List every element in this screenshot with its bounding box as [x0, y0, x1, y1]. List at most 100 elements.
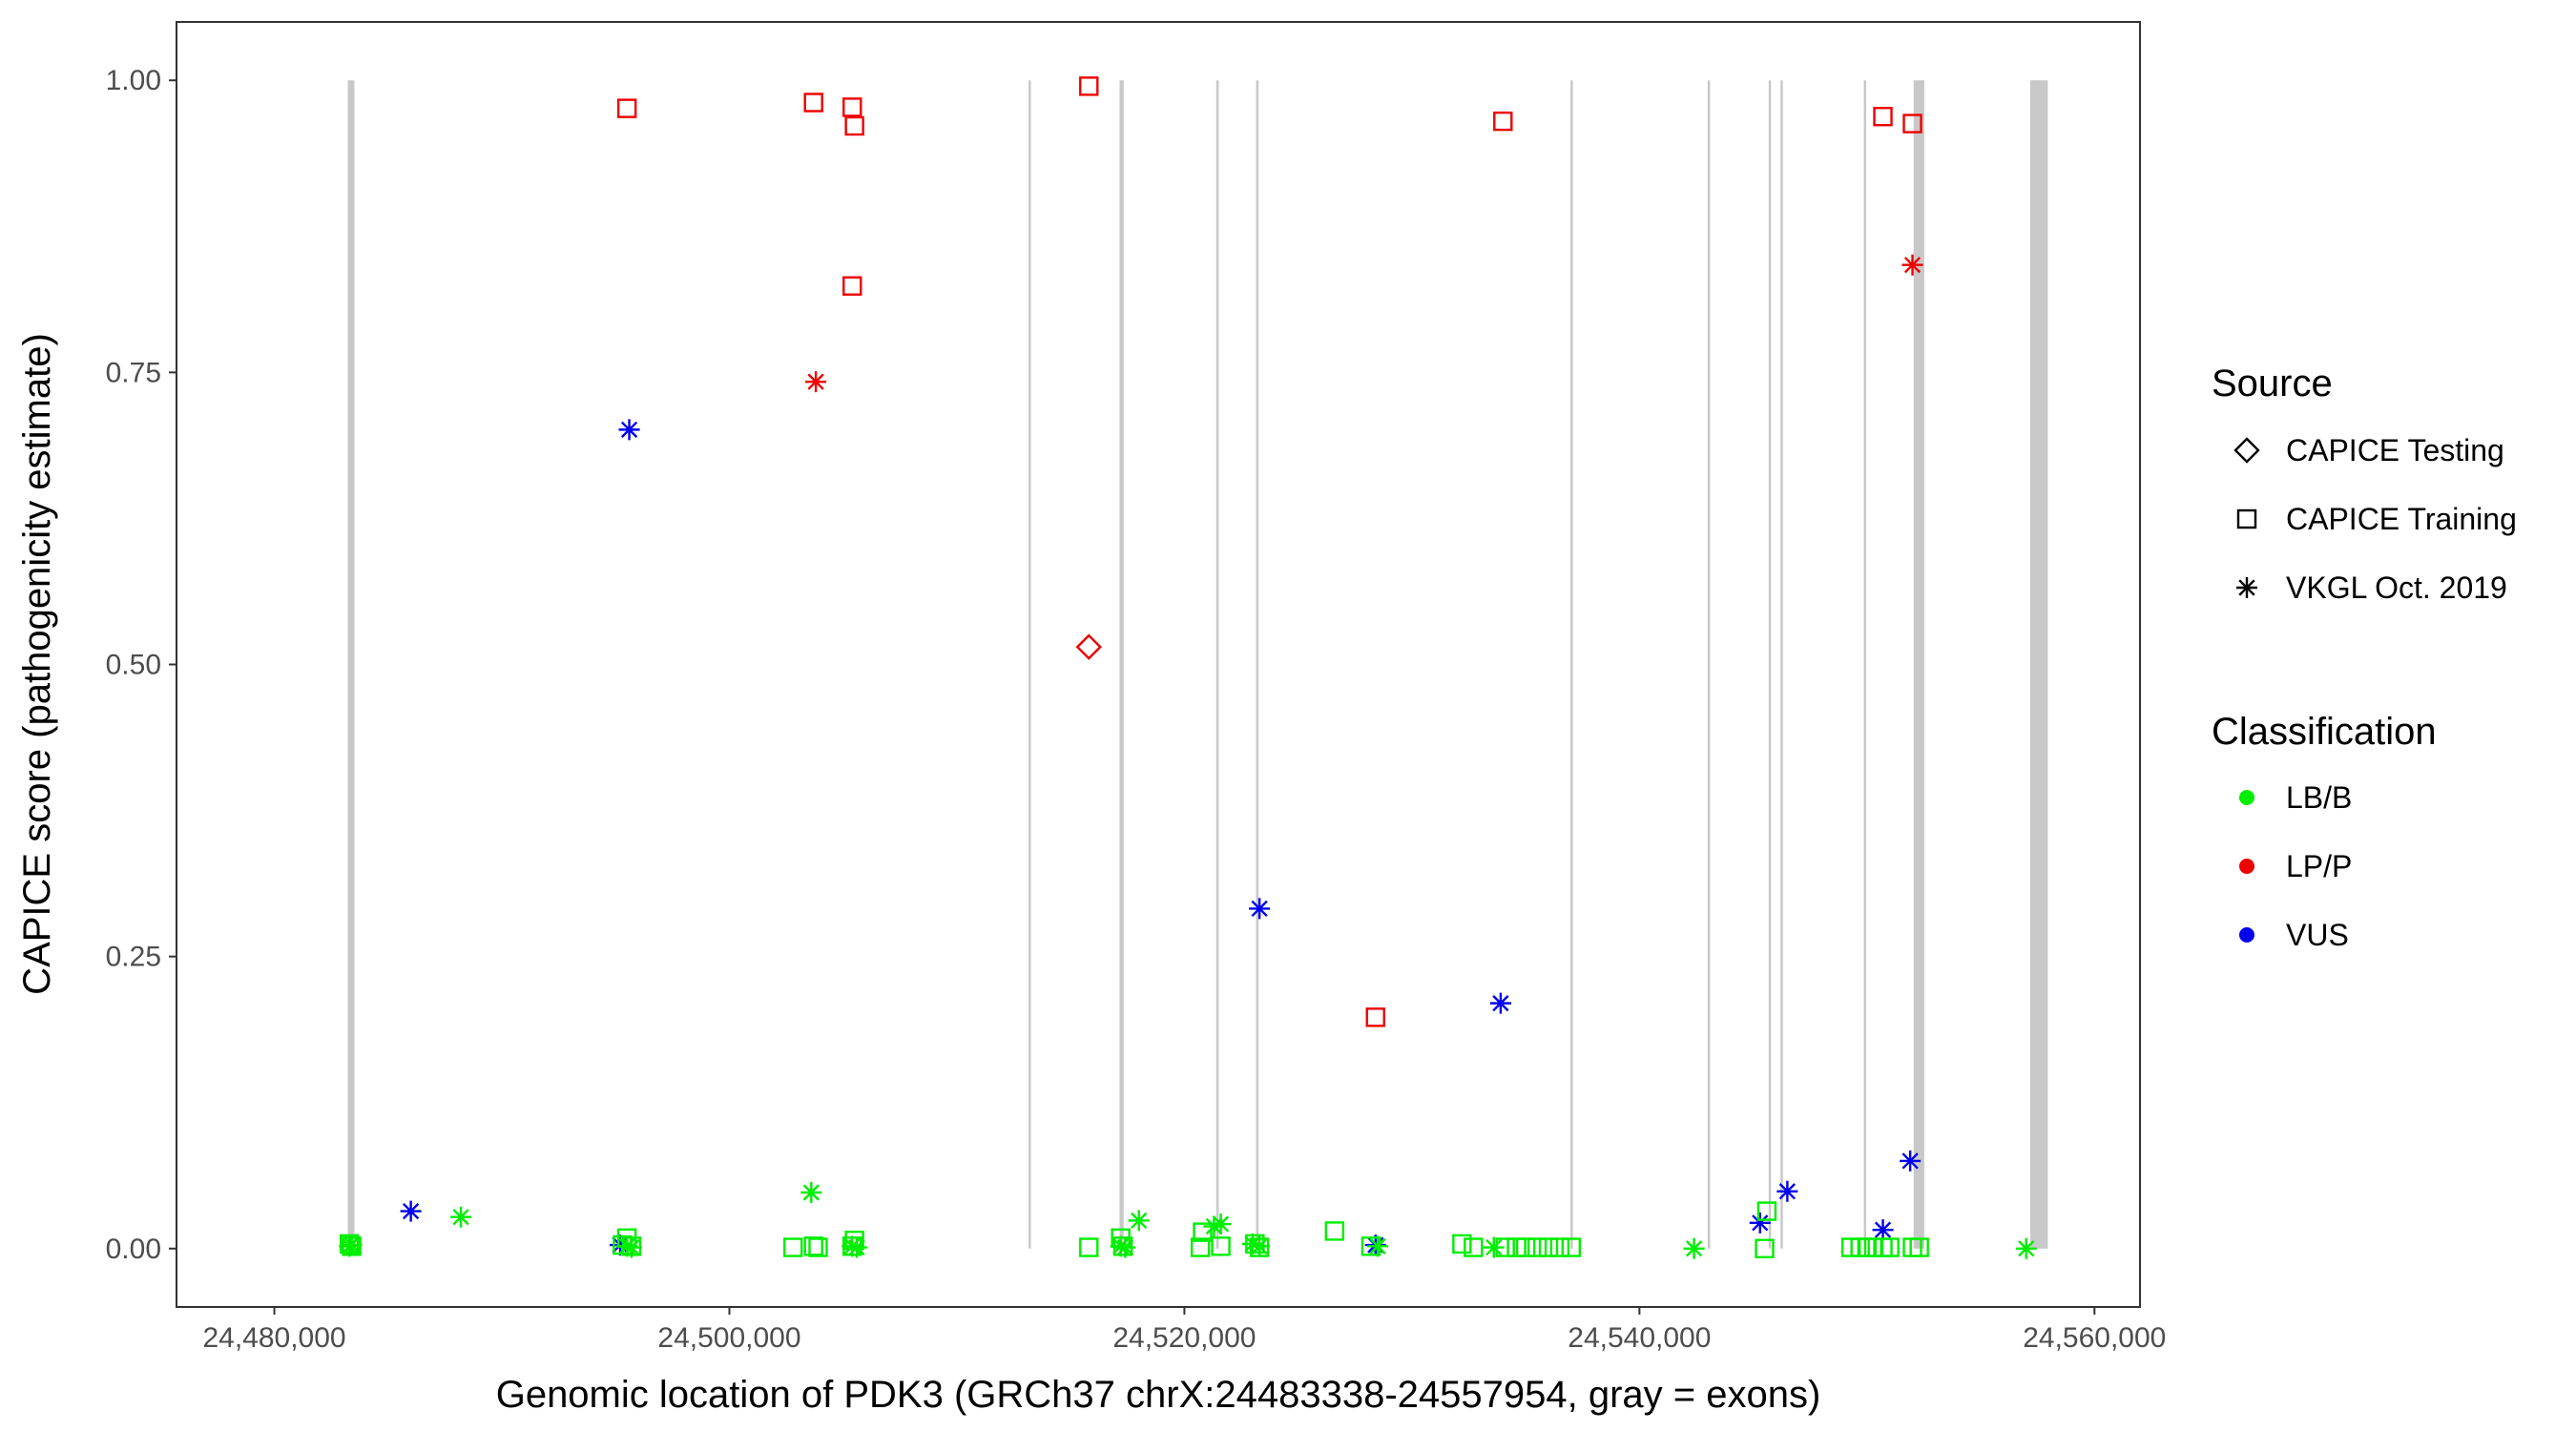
legend-source-items: CAPICE Testing CAPICE Training VKGL Oct. 2… [2233, 433, 2517, 605]
exon-band [1215, 80, 1219, 1249]
training-lpp-point [1493, 111, 1513, 132]
training-lbb-point [1561, 1237, 1582, 1257]
y-tick-label: 0.50 [106, 650, 161, 681]
legend-diamond-key [2233, 437, 2260, 464]
x-tick-label: 24,540,000 [1568, 1322, 1711, 1354]
legend-color-key [2239, 790, 2254, 805]
vkgl-vus-point [1872, 1219, 1894, 1241]
legend-source-label: CAPICE Training [2286, 502, 2517, 536]
data-points [339, 76, 2037, 1259]
y-tick-label: 0.00 [106, 1234, 161, 1265]
legend-color-key [2239, 927, 2254, 943]
training-lbb-point [1361, 1236, 1381, 1256]
vkgl-lbb-point [1683, 1237, 1705, 1259]
training-lbb-point [1464, 1237, 1484, 1257]
exon-band [1707, 80, 1711, 1249]
legend-square-key [2236, 508, 2257, 529]
vkgl-lbb-point [450, 1206, 472, 1228]
legend: Source CAPICE Testing CAPICE Training VKGL… [2212, 363, 2517, 952]
training-lbb-point [803, 1236, 823, 1256]
training-lbb-point [783, 1237, 803, 1257]
vkgl-vus-point [1900, 1150, 1922, 1172]
legend-color-key [2239, 859, 2254, 874]
training-lbb-point [1527, 1237, 1548, 1257]
x-axis: 24,480,000 24,500,000 24,520,000 24,540,000… [202, 1307, 2166, 1354]
training-lbb-point [1756, 1201, 1777, 1221]
training-lbb-point [1755, 1238, 1775, 1258]
training-lbb-point [1193, 1222, 1213, 1242]
x-tick-label: 24,500,000 [657, 1322, 800, 1354]
exon-band [347, 80, 355, 1249]
training-lbb-point [1538, 1237, 1559, 1257]
vkgl-lbb-point [341, 1234, 363, 1256]
training-lbb-point [1880, 1237, 1900, 1257]
vkgl-lpp-point [1901, 254, 1923, 276]
vkgl-lbb-point [1249, 1235, 1271, 1257]
training-lpp-point [1902, 114, 1922, 134]
exon-band [2030, 80, 2048, 1249]
exon-band [1768, 80, 1772, 1249]
testing-lpp-point [1075, 633, 1102, 660]
training-lbb-point [1495, 1237, 1515, 1257]
legend-asterisk-key [2236, 577, 2257, 598]
training-lbb-point [342, 1236, 362, 1256]
training-lbb-point [1452, 1234, 1472, 1255]
vkgl-vus-point [610, 1234, 632, 1256]
vkgl-vus-point [618, 419, 640, 441]
legend-classification-label: LB/B [2286, 780, 2352, 815]
x-tick-label: 24,480,000 [202, 1322, 345, 1354]
legend-classification-label: LP/P [2286, 849, 2352, 883]
vkgl-lbb-point [1128, 1210, 1150, 1232]
training-lbb-point [1112, 1236, 1133, 1256]
exon-band [1570, 80, 1573, 1249]
vkgl-lbb-point [1210, 1213, 1232, 1235]
vkgl-lbb-point [846, 1236, 868, 1258]
training-lbb-point [844, 1231, 864, 1251]
training-lbb-point [621, 1236, 642, 1256]
training-lbb-point [1190, 1237, 1211, 1257]
training-lbb-point [1211, 1236, 1231, 1256]
vkgl-vus-point [1249, 898, 1271, 920]
training-lpp-point [842, 97, 862, 117]
training-lbb-point [1245, 1234, 1265, 1255]
y-tick-label: 1.00 [106, 65, 161, 96]
training-lbb-point [1079, 1237, 1099, 1257]
legend-classification-title: Classification [2212, 711, 2437, 753]
vkgl-lbb-point [841, 1235, 863, 1257]
training-lbb-point [1909, 1237, 1929, 1257]
vkgl-lpp-point [805, 371, 827, 393]
legend-source-title: Source [2212, 363, 2333, 404]
training-lbb-point [842, 1236, 862, 1256]
vkgl-lbb-point [800, 1181, 822, 1203]
legend-classification-label: VUS [2286, 918, 2349, 952]
vkgl-lbb-point [1203, 1215, 1225, 1237]
vkgl-vus-point [400, 1200, 422, 1222]
exon-bands [347, 80, 2048, 1249]
vkgl-vus-point [1776, 1180, 1798, 1202]
legend-source-label: CAPICE Testing [2286, 433, 2504, 467]
y-tick-label: 0.25 [106, 942, 161, 973]
training-lpp-point [803, 93, 823, 113]
vkgl-vus-point [1489, 992, 1511, 1014]
training-lpp-point [616, 98, 637, 118]
y-axis: 0.00 0.25 0.50 0.75 1.00 [106, 65, 177, 1265]
training-lbb-point [1324, 1221, 1345, 1241]
exon-band [1256, 80, 1259, 1249]
vkgl-vus-point [1749, 1212, 1771, 1234]
training-lpp-point [1873, 106, 1893, 127]
training-lbb-point [340, 1234, 360, 1255]
vkgl-lbb-point [2015, 1237, 2037, 1259]
exon-band [1119, 80, 1124, 1249]
training-lpp-point [842, 276, 862, 296]
training-lpp-point [844, 115, 864, 136]
y-tick-label: 0.75 [106, 357, 161, 388]
exon-band [1780, 80, 1783, 1249]
x-tick-label: 24,520,000 [1112, 1322, 1256, 1354]
exon-band [1913, 80, 1924, 1249]
training-lbb-point [1549, 1237, 1570, 1257]
training-lpp-point [1079, 76, 1099, 96]
training-lbb-point [808, 1237, 828, 1257]
training-lpp-point [1365, 1007, 1385, 1027]
